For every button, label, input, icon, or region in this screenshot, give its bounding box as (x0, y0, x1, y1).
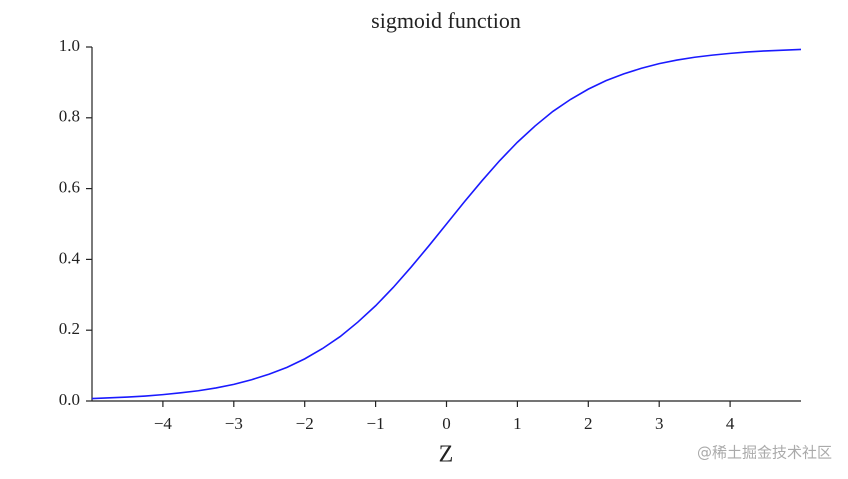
y-tick-label: 0.4 (59, 248, 81, 267)
x-tick-label: 4 (726, 414, 735, 433)
y-tick-label: 0.2 (59, 319, 80, 338)
y-tick-label: 1.0 (59, 36, 80, 55)
watermark: @稀土掘金技术社区 (697, 444, 832, 462)
y-tick-label: 0.8 (59, 107, 80, 126)
x-axis-label: Z (439, 442, 454, 468)
x-tick-label: −1 (367, 414, 385, 433)
y-tick-label: 0.6 (59, 178, 80, 197)
y-tick-label: 0.0 (59, 390, 80, 409)
x-tick-label: 3 (655, 414, 664, 433)
x-tick-label: −4 (154, 414, 173, 433)
x-tick-label: −3 (225, 414, 243, 433)
sigmoid-line (91, 48, 802, 400)
x-tick-label: 1 (513, 414, 522, 433)
chart-title: sigmoid function (371, 8, 521, 33)
x-tick-label: −2 (296, 414, 314, 433)
x-tick-label: 2 (584, 414, 593, 433)
x-tick-label: 0 (442, 414, 451, 433)
